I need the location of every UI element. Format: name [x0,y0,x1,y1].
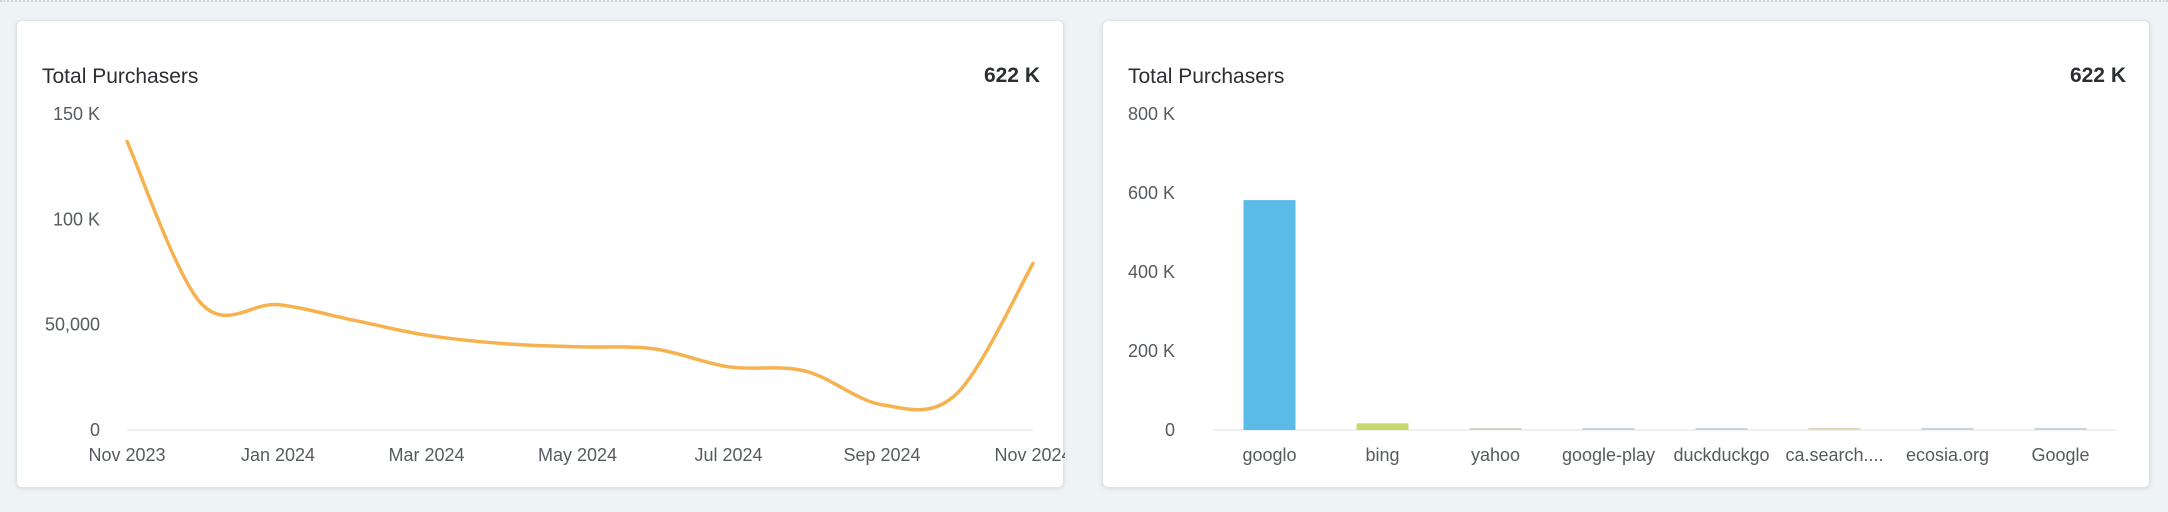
bar-chart-card: Total Purchasers 622 K 0 200 K 400 K 600 K 8… [1102,20,2150,488]
bar [1808,428,1861,430]
y-tick-label: 800 K [1128,104,1175,124]
x-tick-label: googlo [1242,445,1296,465]
bar [1582,428,1635,430]
y-tick-label: 0 [1165,420,1175,440]
x-tick-label: bing [1365,445,1399,465]
card-total-value: 622 K [983,64,1040,87]
x-tick-label: duckduckgo [1673,445,1769,465]
bar-chart: 0 200 K 400 K 600 K 800 K googlo bing yahoo goog… [1128,104,2117,465]
x-tick-label: ecosia.org [1906,445,1989,465]
card-title: Total Purchasers [1128,65,1285,88]
y-tick-label: 600 K [1128,183,1175,203]
bar [1469,428,1522,430]
y-tick-label: 400 K [1128,262,1175,282]
x-tick-label: Nov 2023 [88,445,165,465]
series-line [125,139,1035,412]
top-dotted-divider [0,0,2168,3]
x-tick-label: Jul 2024 [694,445,762,465]
x-tick-label: google-play [1562,445,1655,465]
line-chart-card: Total Purchasers 622 K 0 50,000 100 K 150 K… [16,20,1065,488]
x-tick-label: Sep 2024 [843,445,920,465]
bar [2034,428,2087,430]
bar [1695,428,1748,430]
x-tick-label: Jan 2024 [241,445,315,465]
line-chart: 0 50,000 100 K 150 K Nov 2023 Jan 2024 Mar 202… [45,104,1065,465]
y-tick-label: 50,000 [45,315,100,335]
y-tick-label: 150 K [53,104,100,124]
x-tick-label: Google [2031,445,2089,465]
bar [1921,428,1974,430]
x-tick-label: Mar 2024 [389,445,465,465]
y-tick-label: 100 K [53,209,100,229]
x-tick-label: yahoo [1471,445,1520,465]
bar [1243,200,1296,430]
x-tick-label: Nov 2024 [994,445,1065,465]
x-tick-label: ca.search.... [1785,445,1883,465]
y-tick-label: 200 K [1128,341,1175,361]
x-tick-label: May 2024 [538,445,617,465]
bar [1356,423,1409,430]
card-title: Total Purchasers [42,65,199,88]
y-tick-label: 0 [90,420,100,440]
card-total-value: 622 K [2069,64,2126,87]
